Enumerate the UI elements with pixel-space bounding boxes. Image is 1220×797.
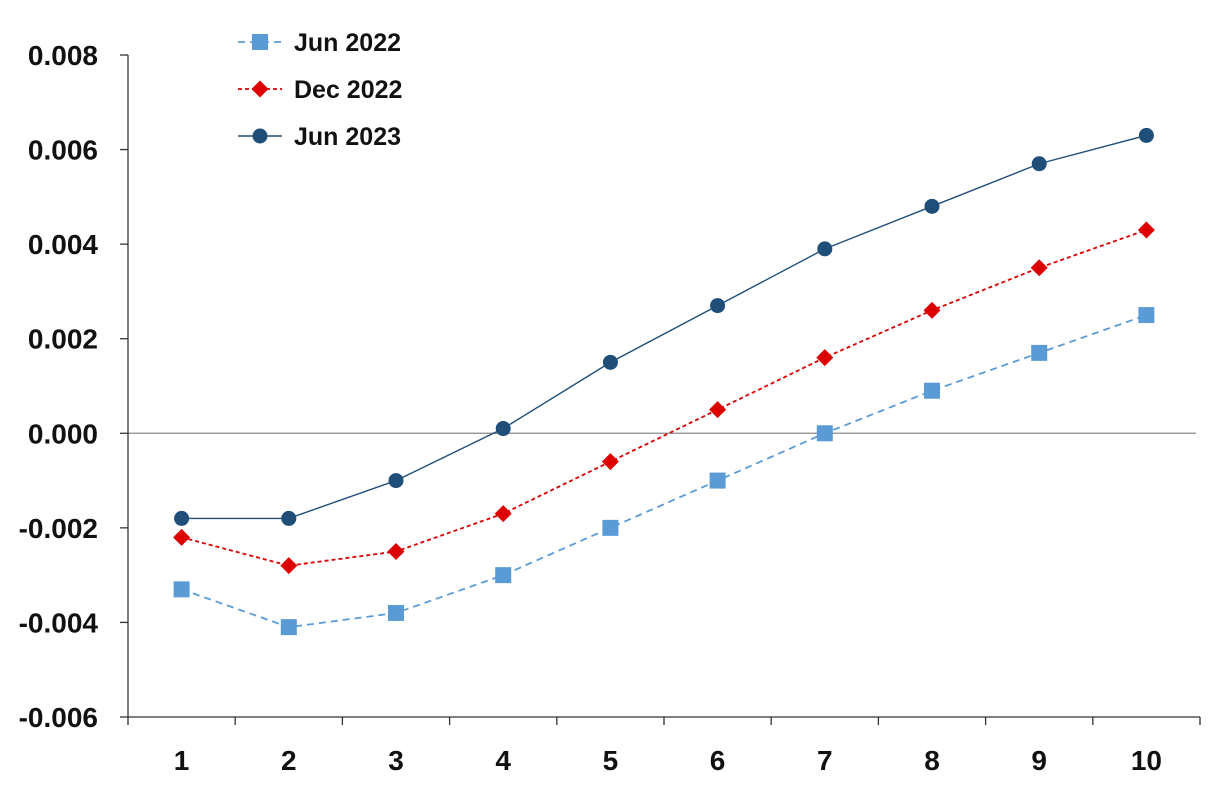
data-point (388, 473, 404, 489)
y-tick-label: 0.006 (28, 135, 98, 166)
data-point (710, 298, 726, 314)
y-tick-label: -0.002 (19, 513, 98, 544)
x-tick-label: 9 (1031, 745, 1047, 776)
series-layer (173, 127, 1155, 636)
legend: Jun 2022 Dec 2022 Jun 2023 (238, 29, 402, 151)
data-point (924, 382, 940, 399)
data-point (709, 472, 726, 489)
data-point (602, 519, 619, 536)
legend-label: Jun 2023 (294, 123, 401, 151)
data-point (602, 354, 618, 370)
x-tick-label: 7 (817, 745, 833, 776)
data-point (281, 510, 297, 526)
x-tick-label: 6 (710, 745, 726, 776)
data-point (280, 557, 298, 575)
legend-entry: Jun 2023 (238, 123, 401, 151)
data-point (173, 581, 190, 598)
data-point (1031, 156, 1047, 172)
series-line (181, 229, 1147, 567)
x-tick-label: 2 (281, 745, 297, 776)
data-point (923, 301, 941, 319)
x-tick-label: 8 (924, 745, 940, 776)
y-tick-label: 0.002 (28, 324, 98, 355)
y-tick-label: -0.006 (19, 702, 98, 733)
legend-entry: Dec 2022 (238, 76, 402, 104)
data-point (924, 198, 940, 214)
series-0 (173, 307, 1155, 636)
legend-label: Jun 2022 (294, 29, 401, 57)
series-1 (173, 221, 1155, 575)
data-point (1137, 221, 1155, 239)
axes: 0.008 0.006 0.004 0.002 0.000 -0.002 -0.004 -0.… (19, 40, 1201, 776)
data-point (495, 567, 512, 584)
data-point (709, 401, 727, 419)
series-2 (174, 127, 1154, 526)
x-tick-label: 4 (495, 745, 511, 776)
data-point (387, 543, 405, 560)
data-point (1030, 259, 1048, 277)
data-point (601, 453, 619, 471)
data-point (494, 505, 512, 523)
legend-marker (252, 34, 268, 50)
legend-label: Dec 2022 (294, 76, 402, 104)
y-tick-label: -0.004 (19, 607, 99, 638)
y-tick-label: 0.004 (28, 229, 98, 260)
series-line (181, 314, 1147, 629)
legend-marker (252, 128, 268, 144)
x-tick-label: 3 (388, 745, 404, 776)
data-point (816, 349, 834, 367)
data-point (495, 421, 511, 437)
data-point (816, 425, 833, 442)
y-tick-label: 0.008 (28, 40, 98, 71)
y-tick-label: 0.000 (28, 418, 98, 449)
data-point (174, 510, 190, 526)
data-point (388, 604, 404, 621)
legend-marker (251, 80, 269, 98)
data-point (1031, 344, 1048, 361)
data-point (280, 619, 297, 636)
data-point (1138, 307, 1155, 324)
data-point (817, 241, 833, 257)
x-tick-label: 10 (1131, 745, 1162, 776)
x-tick-label: 1 (174, 745, 190, 776)
x-tick-label: 5 (603, 745, 619, 776)
series-line (181, 134, 1147, 520)
legend-entry: Jun 2022 (238, 29, 401, 57)
data-point (1138, 127, 1154, 143)
data-point (173, 528, 191, 546)
